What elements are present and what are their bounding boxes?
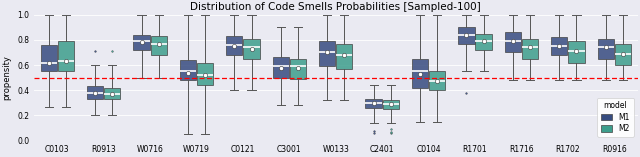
PathPatch shape bbox=[40, 45, 57, 71]
Title: Distribution of Code Smells Probabilities [Sampled-100]: Distribution of Code Smells Probabilitie… bbox=[190, 3, 481, 13]
PathPatch shape bbox=[598, 39, 614, 59]
PathPatch shape bbox=[383, 100, 399, 109]
PathPatch shape bbox=[476, 34, 492, 50]
Legend: M1, M2: M1, M2 bbox=[597, 98, 634, 137]
PathPatch shape bbox=[58, 41, 74, 71]
PathPatch shape bbox=[615, 44, 631, 65]
PathPatch shape bbox=[104, 88, 120, 99]
PathPatch shape bbox=[87, 87, 103, 99]
PathPatch shape bbox=[226, 36, 243, 55]
PathPatch shape bbox=[551, 37, 568, 55]
PathPatch shape bbox=[133, 35, 150, 50]
PathPatch shape bbox=[429, 71, 445, 90]
PathPatch shape bbox=[458, 27, 475, 44]
PathPatch shape bbox=[319, 41, 335, 66]
PathPatch shape bbox=[412, 59, 428, 88]
PathPatch shape bbox=[273, 57, 289, 78]
PathPatch shape bbox=[505, 32, 521, 52]
PathPatch shape bbox=[243, 39, 260, 59]
PathPatch shape bbox=[365, 99, 381, 108]
PathPatch shape bbox=[290, 59, 306, 79]
Y-axis label: propensity: propensity bbox=[3, 55, 12, 100]
PathPatch shape bbox=[568, 41, 584, 62]
PathPatch shape bbox=[150, 36, 167, 55]
PathPatch shape bbox=[180, 60, 196, 80]
PathPatch shape bbox=[197, 62, 213, 85]
PathPatch shape bbox=[522, 39, 538, 59]
PathPatch shape bbox=[336, 44, 353, 69]
